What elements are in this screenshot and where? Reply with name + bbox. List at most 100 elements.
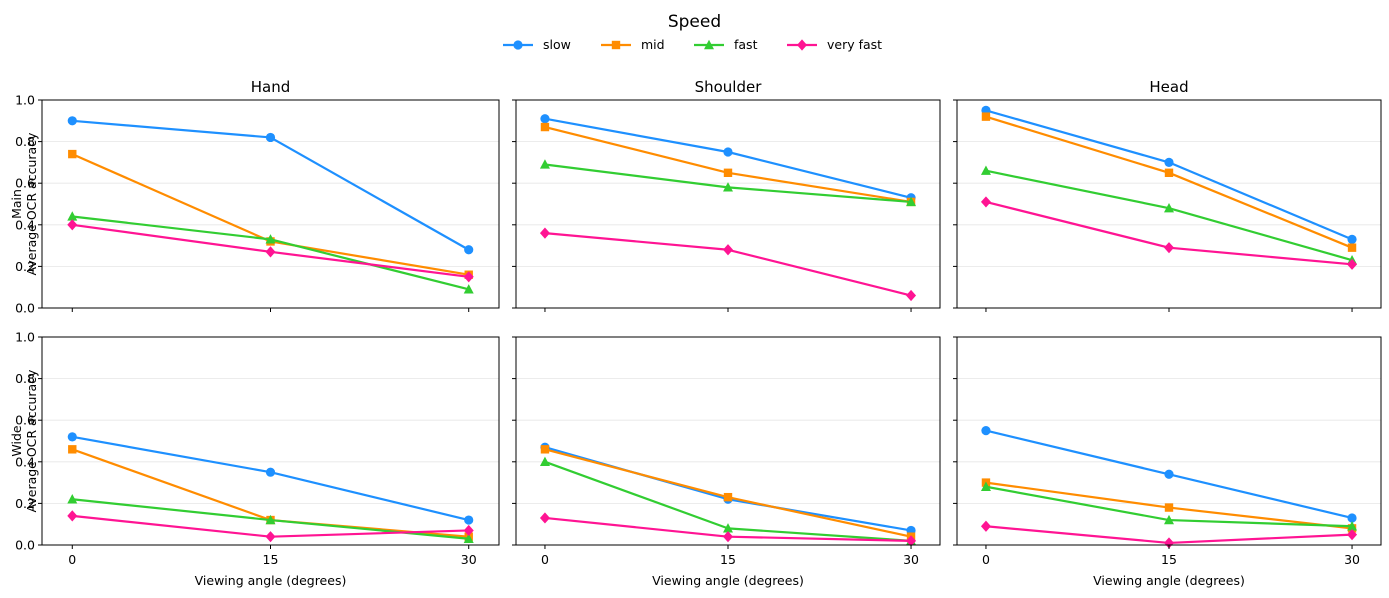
y-tick-label: 1.0 xyxy=(15,93,35,108)
legend-marker xyxy=(704,39,714,50)
column-title: Shoulder xyxy=(695,78,763,96)
legend-label: fast xyxy=(734,37,758,52)
y-tick-label: 0.4 xyxy=(15,217,35,232)
data-point xyxy=(1164,469,1174,479)
data-point xyxy=(1164,503,1174,512)
data-point xyxy=(67,116,77,126)
data-point xyxy=(464,245,474,255)
data-point xyxy=(265,467,276,477)
series-line-slow xyxy=(544,446,912,532)
data-point xyxy=(68,445,77,454)
legend: Speed slow mid fast very fast xyxy=(503,12,882,52)
data-point xyxy=(67,510,78,522)
x-tick-label: 30 xyxy=(461,552,477,567)
legend-title: Speed xyxy=(668,12,721,32)
row-label: Wide xyxy=(9,425,24,456)
data-point xyxy=(980,520,991,532)
x-tick-label: 15 xyxy=(720,552,736,567)
legend-label: mid xyxy=(641,37,665,52)
data-point xyxy=(906,535,917,547)
y-tick-label: 0.8 xyxy=(15,134,35,149)
data-point xyxy=(723,168,733,177)
data-point xyxy=(981,426,991,436)
data-point xyxy=(464,515,474,525)
data-point xyxy=(463,284,474,294)
data-point xyxy=(1347,258,1358,270)
data-point xyxy=(540,122,550,132)
series-line-very-fast xyxy=(544,232,912,297)
x-tick-label: 0 xyxy=(68,552,76,567)
data-point xyxy=(67,219,78,231)
legend-marker xyxy=(513,40,523,50)
data-point xyxy=(463,271,474,283)
data-point xyxy=(265,234,276,244)
x-tick-label: 15 xyxy=(1161,552,1177,567)
legend-marker xyxy=(797,39,807,51)
x-tick-label: 0 xyxy=(982,552,990,567)
data-point xyxy=(1347,243,1357,252)
axes-frame xyxy=(515,99,941,309)
data-point xyxy=(463,524,474,537)
axes-frame xyxy=(956,336,1382,546)
y-axis-label: Average OCR accuracy xyxy=(24,369,39,513)
y-tick-label: 0.2 xyxy=(15,496,35,511)
data-point xyxy=(1347,521,1358,531)
x-tick-label: 0 xyxy=(541,552,549,567)
column-title: Head xyxy=(1149,78,1188,96)
data-point xyxy=(723,147,733,157)
legend-entry-mid: mid xyxy=(601,37,665,52)
data-point xyxy=(539,456,550,466)
x-axis-label: Viewing angle (degrees) xyxy=(195,573,347,588)
row-label: Main xyxy=(9,189,24,219)
data-point xyxy=(906,196,917,207)
data-point xyxy=(265,246,276,258)
panel-wide-shoulder: 0 15 30 Viewing angle (degrees) xyxy=(512,336,941,588)
y-tick-label: 0.8 xyxy=(15,371,35,386)
panel-main-shoulder xyxy=(512,99,941,312)
x-axis-label: Viewing angle (degrees) xyxy=(1093,573,1245,588)
data-point xyxy=(265,514,276,525)
data-point xyxy=(68,149,77,159)
data-point xyxy=(980,196,991,208)
axes-frame xyxy=(515,336,941,546)
data-point xyxy=(1347,529,1358,541)
data-point xyxy=(1164,202,1174,213)
data-point xyxy=(539,227,550,239)
data-point xyxy=(67,211,78,221)
data-point xyxy=(1347,513,1357,523)
data-point xyxy=(906,289,917,302)
legend-entry-slow: slow xyxy=(503,37,571,52)
data-point xyxy=(463,533,474,543)
data-point xyxy=(1347,234,1357,244)
data-point xyxy=(67,494,78,504)
series-line-slow xyxy=(72,435,469,522)
y-tick-label: 0.0 xyxy=(15,538,35,553)
legend-entry-fast: fast xyxy=(694,37,758,52)
legend-label: slow xyxy=(543,37,571,52)
x-tick-label: 15 xyxy=(263,552,279,567)
data-point xyxy=(723,531,733,543)
y-tick-label: 0.6 xyxy=(15,413,35,428)
y-axis-label: Average OCR accuracy xyxy=(24,132,39,276)
data-point xyxy=(1164,242,1174,254)
data-point xyxy=(723,182,733,192)
y-tick-label: 0.6 xyxy=(15,176,35,191)
data-point xyxy=(539,159,550,169)
y-tick-label: 0.4 xyxy=(15,454,35,469)
data-point xyxy=(265,531,276,543)
data-point xyxy=(1164,157,1174,167)
data-point xyxy=(540,445,550,454)
y-tick-label: 0.2 xyxy=(15,259,35,274)
data-point xyxy=(980,165,991,175)
legend-marker xyxy=(611,40,621,50)
panel-wide-hand: 0.0 0.2 0.4 0.6 0.8 1.0 0 15 30 Viewing angle (de… xyxy=(15,330,500,588)
data-point xyxy=(980,481,991,491)
panel-wide-head: 0 15 30 Viewing angle (degrees) xyxy=(953,336,1382,588)
data-point xyxy=(539,512,550,524)
axes-frame xyxy=(41,99,500,309)
x-axis-label: Viewing angle (degrees) xyxy=(652,573,804,588)
panel-main-hand: 0.0 0.2 0.4 0.6 0.8 1.0 xyxy=(15,93,500,316)
data-point xyxy=(981,112,991,121)
